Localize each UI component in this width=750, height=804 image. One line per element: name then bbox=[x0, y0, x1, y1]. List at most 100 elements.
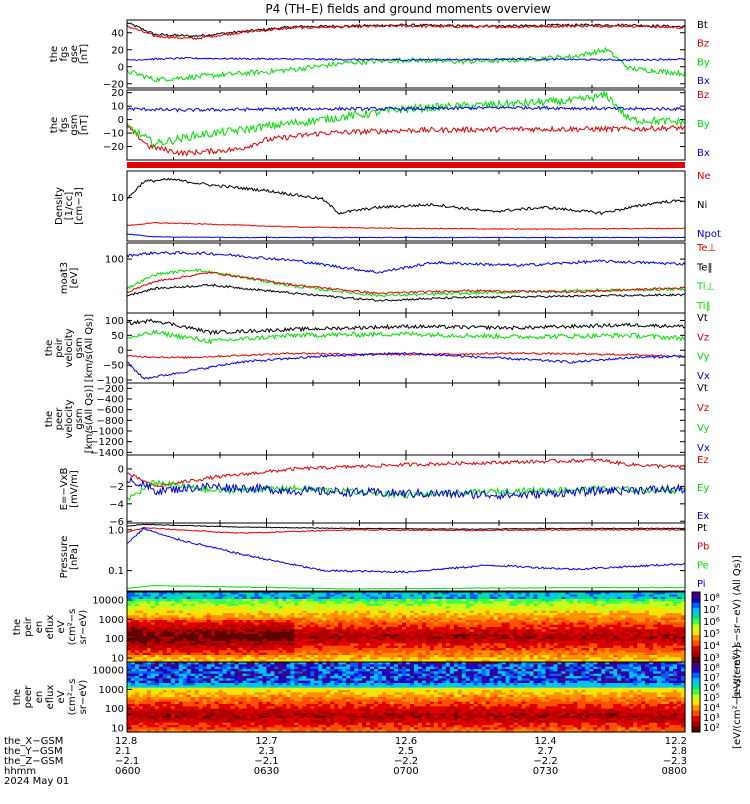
legend-moat-3: Ti‖ bbox=[696, 301, 711, 312]
data-gap-bar bbox=[127, 162, 685, 168]
y-axis-label: sr−eV) bbox=[78, 610, 89, 645]
y-tick-label: −800 bbox=[97, 416, 124, 427]
y-axis-label: (cm²−s bbox=[67, 609, 78, 646]
legend-efield-2: Ex bbox=[697, 511, 709, 522]
colorbar-tick-label: 10⁵ bbox=[703, 629, 720, 640]
y-tick-label: 100 bbox=[105, 634, 124, 645]
y-tick-label: −1200 bbox=[90, 437, 124, 448]
series-fgs_gse-by bbox=[127, 48, 685, 82]
y-axis-label: peir bbox=[23, 616, 34, 636]
legend-peer_vel-3: Vx bbox=[697, 443, 710, 454]
panel-frame bbox=[127, 523, 685, 591]
y-axis-label: [nT] bbox=[79, 44, 90, 64]
y-tick-label: −200 bbox=[97, 384, 124, 395]
y-tick-label: 0 bbox=[118, 115, 124, 126]
y-tick-label: 50 bbox=[111, 331, 124, 342]
colorbar-tick-label: 10⁴ bbox=[703, 641, 720, 652]
y-axis-label: eV bbox=[56, 620, 67, 633]
series-efield-ey bbox=[127, 480, 685, 500]
y-tick-label: 10 bbox=[111, 193, 124, 204]
legend-fgs_gse-1: Bz bbox=[697, 39, 709, 50]
y-axis-label: the bbox=[12, 619, 23, 635]
colorbar-segment bbox=[692, 630, 700, 636]
colorbar-segment bbox=[692, 603, 700, 609]
panel-frame bbox=[127, 171, 685, 241]
panel-frame bbox=[127, 383, 685, 455]
y-tick-label: 20 bbox=[111, 45, 124, 56]
colorbar-segment bbox=[692, 624, 700, 630]
legend-fgs_gse-3: Bx bbox=[697, 76, 710, 87]
y-axis-label: [nPa] bbox=[69, 544, 80, 570]
colorbar-segment bbox=[692, 614, 700, 620]
colorbar-segment bbox=[692, 608, 700, 614]
y-tick-label: −10 bbox=[103, 129, 124, 140]
series-fgs_gse-bx bbox=[127, 57, 685, 60]
series-fgs_gse-bz bbox=[127, 25, 685, 40]
series-fgs_gsm-by bbox=[127, 92, 685, 147]
y-axis-label: [km/s(All Qs)] bbox=[84, 385, 95, 453]
legend-fgs_gsm-2: Bx bbox=[697, 148, 710, 159]
colorbar-tick-label: 10⁶ bbox=[703, 617, 720, 628]
legend-moat-2: Ti⊥ bbox=[696, 282, 714, 293]
legend-peir_vel-1: Vz bbox=[697, 332, 709, 343]
legend-density-0: Ne bbox=[697, 171, 711, 182]
legend-peer_vel-1: Vz bbox=[697, 403, 709, 414]
legend-fgs_gsm-1: By bbox=[697, 119, 710, 130]
plot-title: P4 (TH–E) fields and ground moments over… bbox=[265, 2, 550, 16]
legend-peer_vel-2: Vy bbox=[697, 423, 710, 434]
y-tick-label: 0 bbox=[118, 464, 124, 475]
legend-density-2: Npot bbox=[697, 229, 721, 240]
panel-frame bbox=[127, 20, 685, 88]
y-tick-label: 100 bbox=[105, 316, 124, 327]
y-tick-label: −1400 bbox=[90, 448, 124, 459]
legend-pressure-3: Pi bbox=[697, 579, 706, 590]
legend-peir_vel-0: Vt bbox=[697, 313, 708, 324]
legend-peir_vel-3: Vx bbox=[697, 371, 710, 382]
legend-peir_vel-2: Vy bbox=[697, 352, 710, 363]
y-tick-label: 0 bbox=[118, 346, 124, 357]
y-tick-label: −20 bbox=[103, 142, 124, 153]
y-tick-label: 10000 bbox=[92, 596, 124, 607]
colorbar-segment bbox=[692, 597, 700, 603]
colorbar-tick-label: 10⁸ bbox=[703, 593, 720, 604]
y-axis-label: [mV/m] bbox=[69, 470, 80, 508]
y-axis-label: en bbox=[34, 621, 45, 634]
legend-peer_vel-0: Vt bbox=[697, 383, 708, 394]
legend-pressure-1: Pb bbox=[697, 542, 709, 553]
series-moat-te⊥ bbox=[127, 272, 685, 294]
legend-efield-1: Ey bbox=[697, 483, 709, 494]
y-axis-label: [km/s(All Qs)] bbox=[84, 314, 95, 382]
y-tick-label: 0 bbox=[118, 62, 124, 73]
y-tick-label: −400 bbox=[97, 395, 124, 406]
legend-density-1: Ni bbox=[697, 200, 707, 211]
legend-moat-1: Te‖ bbox=[696, 262, 713, 273]
y-tick-label: −1000 bbox=[90, 427, 124, 438]
colorbar-segment bbox=[692, 651, 700, 657]
colorbar-segment bbox=[692, 646, 700, 652]
y-tick-label: 1.0 bbox=[108, 525, 124, 536]
series-density-ne bbox=[127, 223, 685, 230]
colorbar-segment bbox=[692, 640, 700, 646]
legend-efield-0: Ez bbox=[697, 455, 709, 466]
y-axis-label: [eV] bbox=[69, 268, 80, 289]
legend-fgs_gsm-0: Bz bbox=[697, 90, 709, 101]
series-density-ni bbox=[127, 178, 685, 214]
colorbar-segment bbox=[692, 592, 700, 598]
panel-frame bbox=[127, 313, 685, 383]
series-moat-ti⊥ bbox=[127, 252, 685, 274]
y-tick-label: −50 bbox=[103, 361, 124, 372]
y-tick-label: 10 bbox=[111, 102, 124, 113]
y-tick-label: 1000 bbox=[99, 615, 124, 626]
y-tick-label: 100 bbox=[105, 255, 124, 266]
legend-fgs_gse-2: By bbox=[697, 57, 710, 68]
y-tick-label: −2 bbox=[109, 482, 124, 493]
